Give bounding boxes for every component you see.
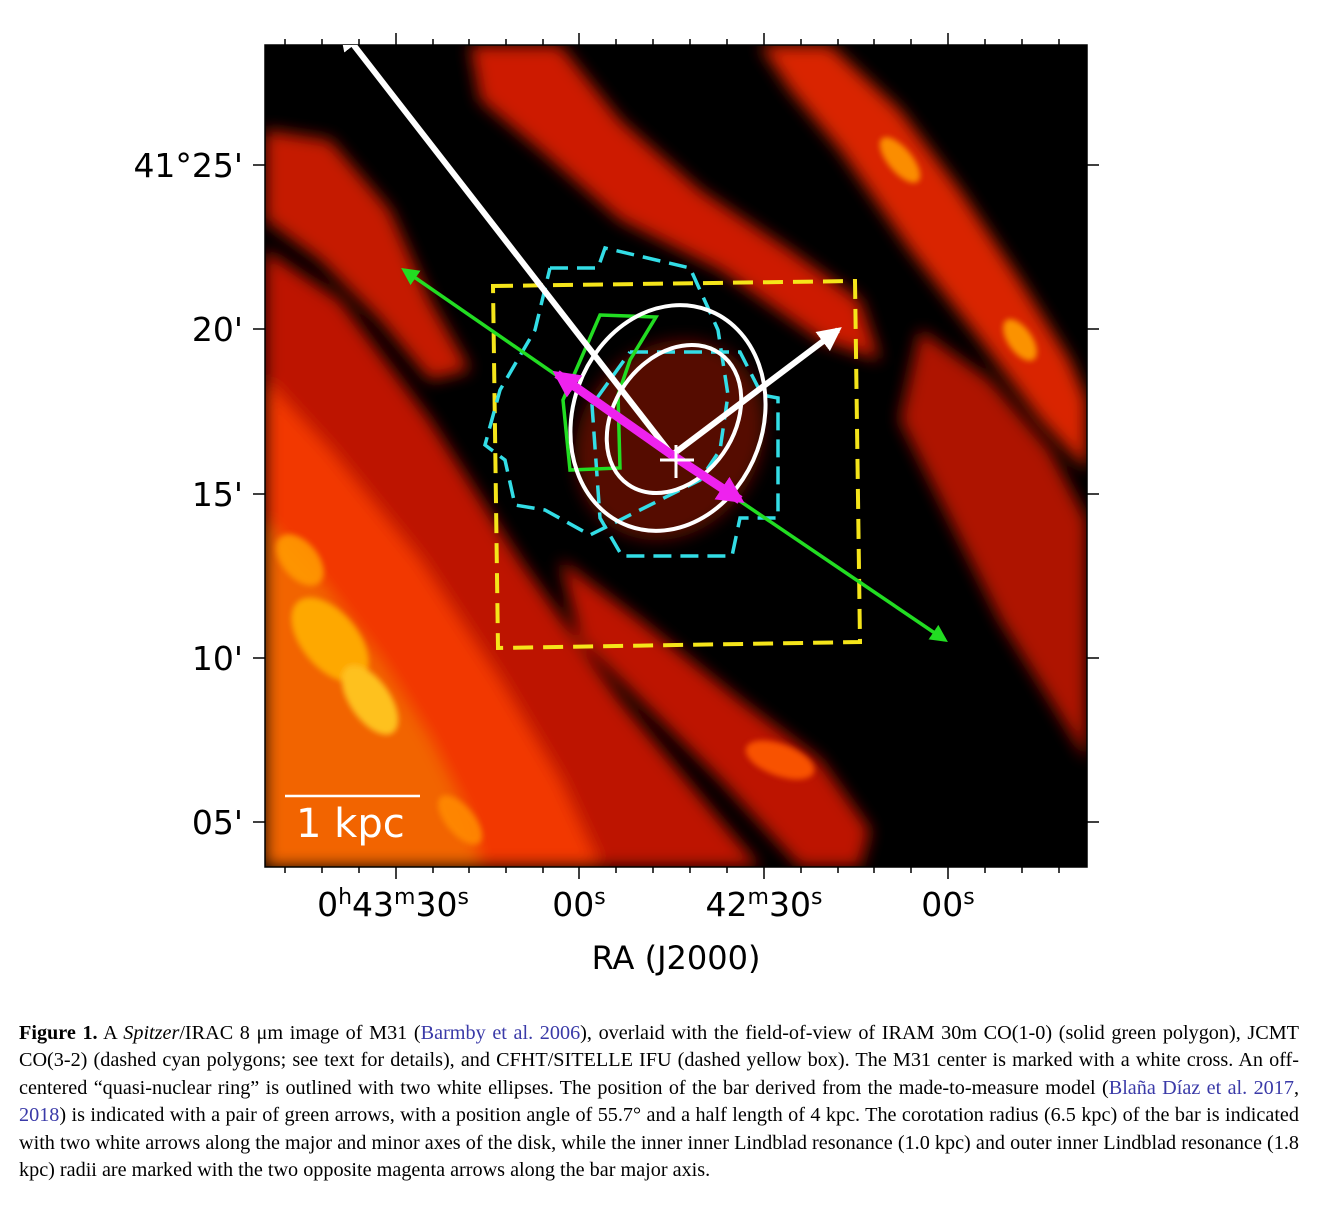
co32-fov-polygon-outer <box>482 245 730 537</box>
scale-bar-label: 1 kpc <box>296 801 405 847</box>
dec-tick-label: 05' <box>192 803 243 842</box>
ra-tick-label: 0h43m30s <box>317 885 469 924</box>
ring-ellipse-inner <box>604 342 744 496</box>
figure-m31: 1 kpc 41°25' 20' 15' 10' 05' 0h43m30s 00… <box>133 33 1099 977</box>
dec-tick-label: 41°25' <box>133 146 243 185</box>
dec-tick-label: 20' <box>192 310 243 349</box>
corotation-arrow-minor <box>670 327 842 458</box>
citation-link[interactable]: 2018 <box>19 1104 60 1127</box>
caption-text: ), overlaid with the field-of-view of IR… <box>19 1022 1299 1099</box>
corotation-arrow-major <box>339 45 675 457</box>
figure-caption: Figure 1. A Spitzer/IRAC 8 μm image of M… <box>19 1020 1299 1184</box>
caption-text: /IRAC 8 μm image of M31 ( <box>179 1022 421 1044</box>
caption-text: , <box>1293 1076 1299 1099</box>
citation-link[interactable]: Barmby et al. 2006 <box>420 1022 581 1044</box>
tick-marks <box>253 33 1099 879</box>
ra-tick-label: 00s <box>921 885 974 924</box>
caption-text: ) is indicated with a pair of green arro… <box>19 1104 1299 1182</box>
image-frame <box>264 44 1088 868</box>
sitelle-fov-box <box>490 278 863 651</box>
co10-fov-polygon <box>561 313 660 472</box>
dec-tick-label: 15' <box>192 475 243 514</box>
ilr-arrow-outer <box>552 370 675 459</box>
ra-tick-label: 00s <box>552 885 605 924</box>
caption-text: A <box>97 1022 124 1044</box>
center-cross <box>660 445 694 478</box>
x-axis-title: RA (J2000) <box>592 939 761 977</box>
co32-fov-polygon-inner <box>590 350 780 558</box>
caption-text: Spitzer <box>123 1022 180 1044</box>
ir-image <box>265 45 1087 867</box>
caption-label: Figure 1. <box>19 1022 98 1044</box>
dec-tick-label: 10' <box>192 639 243 678</box>
ra-tick-label: 42m30s <box>706 885 823 924</box>
ilr-arrow-inner <box>669 451 745 504</box>
citation-link[interactable]: Blaña Díaz et al. 2017 <box>1108 1076 1294 1099</box>
